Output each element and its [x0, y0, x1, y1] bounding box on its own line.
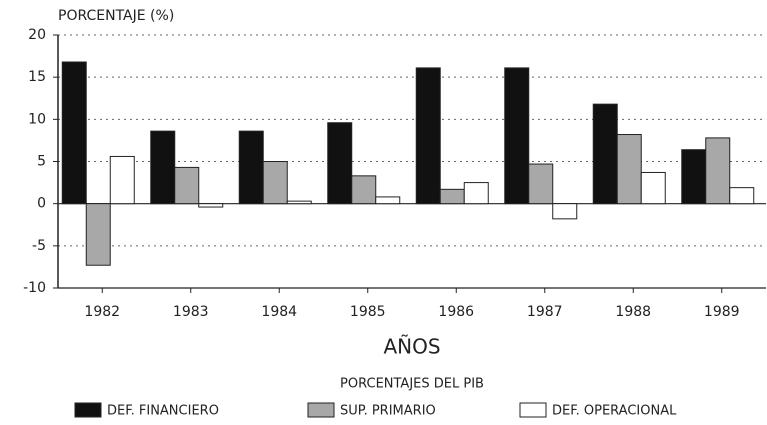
- bar: [109, 155, 135, 205]
- y-tick-label: 20: [28, 27, 46, 43]
- bar: [351, 175, 377, 205]
- bar: [85, 203, 111, 266]
- y-tick-label: -5: [32, 238, 46, 254]
- x-tick-label: 1989: [704, 304, 740, 320]
- bar: [504, 67, 530, 205]
- bar: [592, 103, 618, 205]
- legend-title: PORCENTAJES DEL PIB: [340, 377, 484, 392]
- bar: [262, 161, 288, 205]
- bar: [150, 130, 176, 205]
- x-tick-label: 1984: [261, 304, 297, 320]
- y-tick-label: -10: [23, 280, 46, 296]
- bar: [616, 134, 642, 205]
- bar: [463, 182, 489, 205]
- bar: [640, 171, 666, 205]
- bar: [327, 122, 353, 205]
- x-tick-label: 1982: [84, 304, 120, 320]
- bar: [61, 61, 87, 205]
- x-tick-label: 1987: [527, 304, 563, 320]
- y-tick-label: 15: [28, 69, 46, 85]
- x-tick-label: 1986: [438, 304, 474, 320]
- x-tick-label: 1988: [615, 304, 651, 320]
- bar: [238, 130, 264, 205]
- bar: [415, 67, 441, 205]
- legend-label: DEF. FINANCIERO: [107, 404, 219, 419]
- legend-swatch: [307, 402, 335, 418]
- y-tick-label: 10: [28, 111, 46, 127]
- bar: [375, 196, 401, 205]
- y-tick-label: 0: [37, 196, 46, 212]
- legend-swatch: [74, 402, 102, 418]
- bar: [705, 137, 731, 205]
- bar: [286, 200, 312, 205]
- bar: [528, 163, 554, 205]
- bar: [174, 166, 200, 205]
- chart-title: PORCENTAJE (%): [58, 8, 174, 24]
- bar: [198, 203, 224, 208]
- bar: [681, 149, 707, 205]
- legend-label: SUP. PRIMARIO: [340, 404, 436, 419]
- legend-swatch: [519, 402, 547, 418]
- bar: [729, 187, 755, 205]
- bar: [439, 188, 465, 205]
- x-tick-label: 1983: [173, 304, 209, 320]
- legend-label: DEF. OPERACIONAL: [552, 404, 677, 419]
- y-tick-label: 5: [37, 154, 46, 170]
- x-axis-label: AÑOS: [383, 335, 440, 359]
- bar: [552, 203, 578, 220]
- x-tick-label: 1985: [350, 304, 386, 320]
